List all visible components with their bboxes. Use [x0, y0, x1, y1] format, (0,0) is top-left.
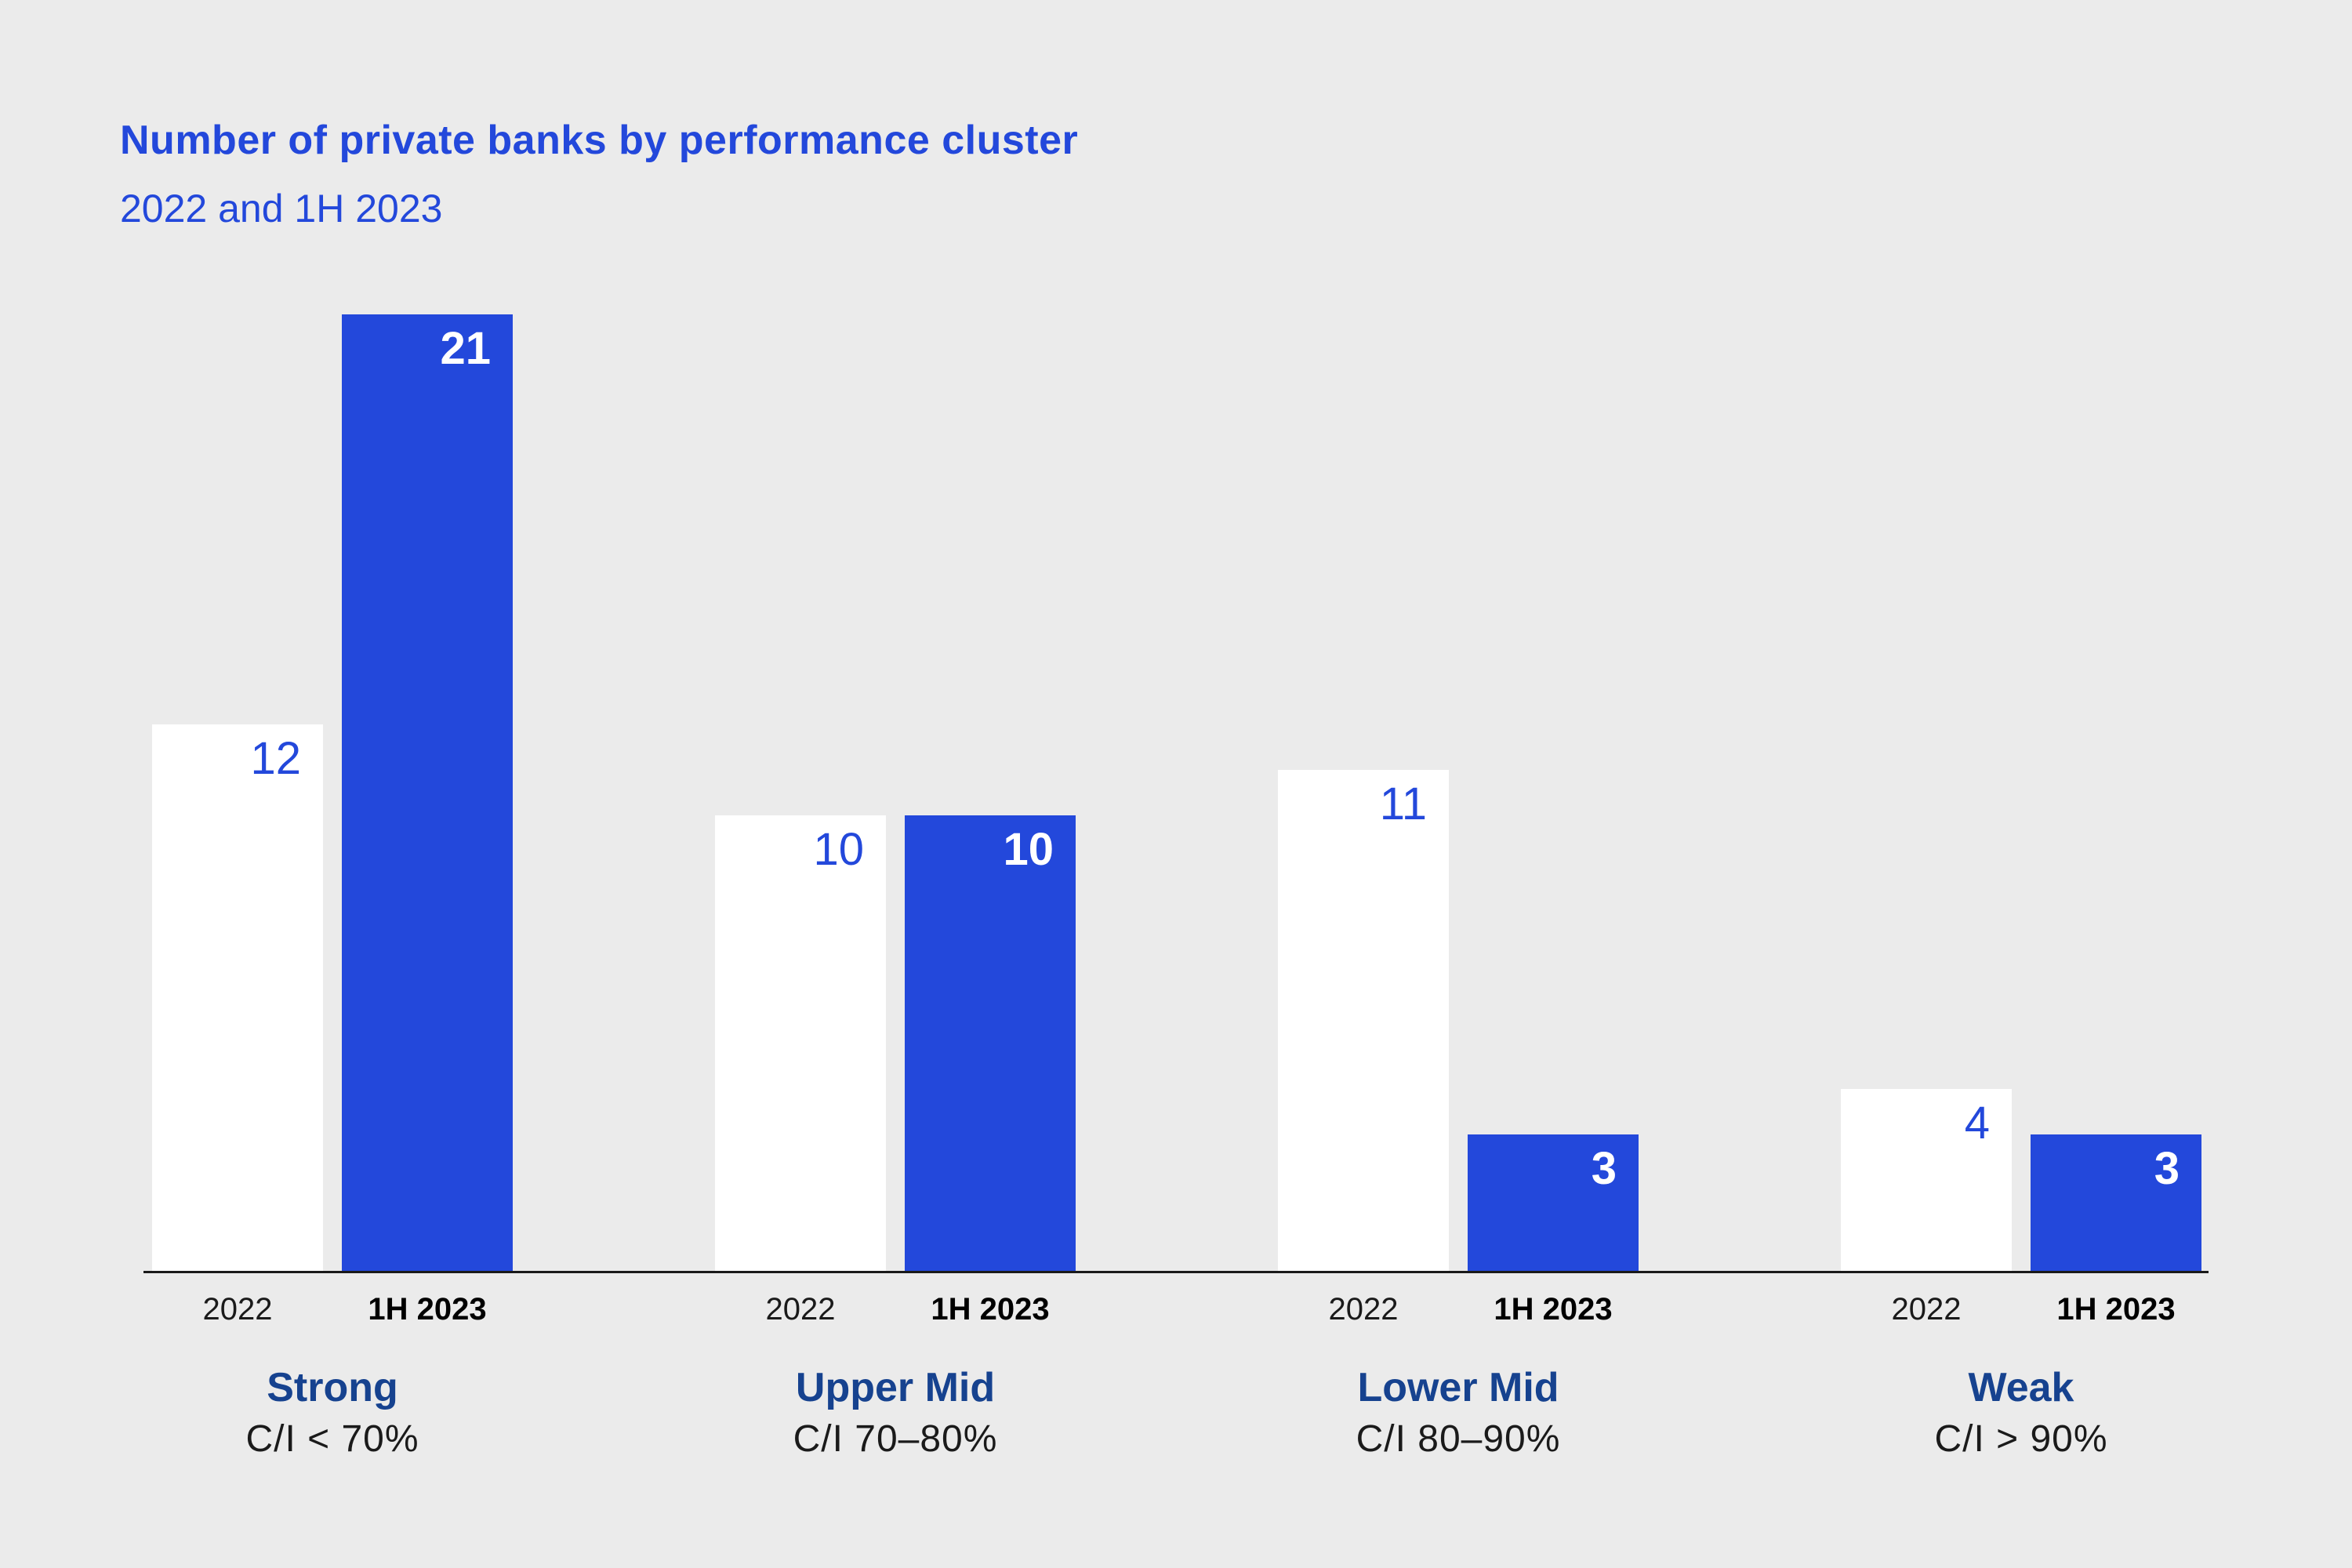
bar-value-label: 11 — [1379, 779, 1427, 829]
cluster-group-strong: 12 21 2022 1H 2023 Strong C/I < 70% — [152, 0, 513, 1568]
cluster-ci-range: C/I 70–80% — [793, 1418, 998, 1460]
chart-title: Number of private banks by performance c… — [120, 118, 1079, 163]
tick-label-2022: 2022 — [765, 1292, 836, 1327]
bar-weak-1h2023: 3 — [2031, 1134, 2201, 1271]
cluster-ci-range: C/I 80–90% — [1356, 1418, 1561, 1460]
cluster-ci-range: C/I < 70% — [245, 1418, 419, 1460]
cluster-group-weak: 4 3 2022 1H 2023 Weak C/I > 90% — [1841, 0, 2201, 1568]
x-axis-line — [143, 1271, 2209, 1273]
cluster-name: Strong — [267, 1365, 398, 1410]
bar-upper-mid-1h2023: 10 — [905, 815, 1076, 1271]
cluster-group-upper-mid: 10 10 2022 1H 2023 Upper Mid C/I 70–80% — [715, 0, 1076, 1568]
bar-upper-mid-2022: 10 — [715, 815, 886, 1271]
bar-value-label: 12 — [250, 733, 301, 784]
bar-value-label: 4 — [1964, 1098, 1990, 1149]
tick-label-1h2023: 1H 2023 — [2056, 1292, 2176, 1327]
tick-label-1h2023: 1H 2023 — [931, 1292, 1050, 1327]
bar-lower-mid-2022: 11 — [1278, 770, 1449, 1271]
bar-value-label: 21 — [440, 323, 491, 374]
bar-value-label: 3 — [1591, 1143, 1617, 1194]
bar-value-label: 10 — [813, 824, 864, 875]
bar-value-label: 10 — [1003, 824, 1054, 875]
tick-label-2022: 2022 — [1891, 1292, 1962, 1327]
cluster-name: Weak — [1968, 1365, 2074, 1410]
bar-strong-2022: 12 — [152, 724, 323, 1271]
cluster-name: Lower Mid — [1357, 1365, 1559, 1410]
tick-label-2022: 2022 — [202, 1292, 273, 1327]
chart-subtitle: 2022 and 1H 2023 — [120, 187, 443, 230]
tick-label-1h2023: 1H 2023 — [1494, 1292, 1613, 1327]
cluster-ci-range: C/I > 90% — [1934, 1418, 2108, 1460]
tick-label-2022: 2022 — [1328, 1292, 1399, 1327]
tick-label-1h2023: 1H 2023 — [368, 1292, 487, 1327]
bar-strong-1h2023: 21 — [342, 314, 513, 1271]
bar-value-label: 3 — [2154, 1143, 2180, 1194]
bar-lower-mid-1h2023: 3 — [1468, 1134, 1639, 1271]
cluster-group-lower-mid: 11 3 2022 1H 2023 Lower Mid C/I 80–90% — [1278, 0, 1639, 1568]
cluster-name: Upper Mid — [795, 1365, 996, 1410]
bar-weak-2022: 4 — [1841, 1089, 2012, 1271]
